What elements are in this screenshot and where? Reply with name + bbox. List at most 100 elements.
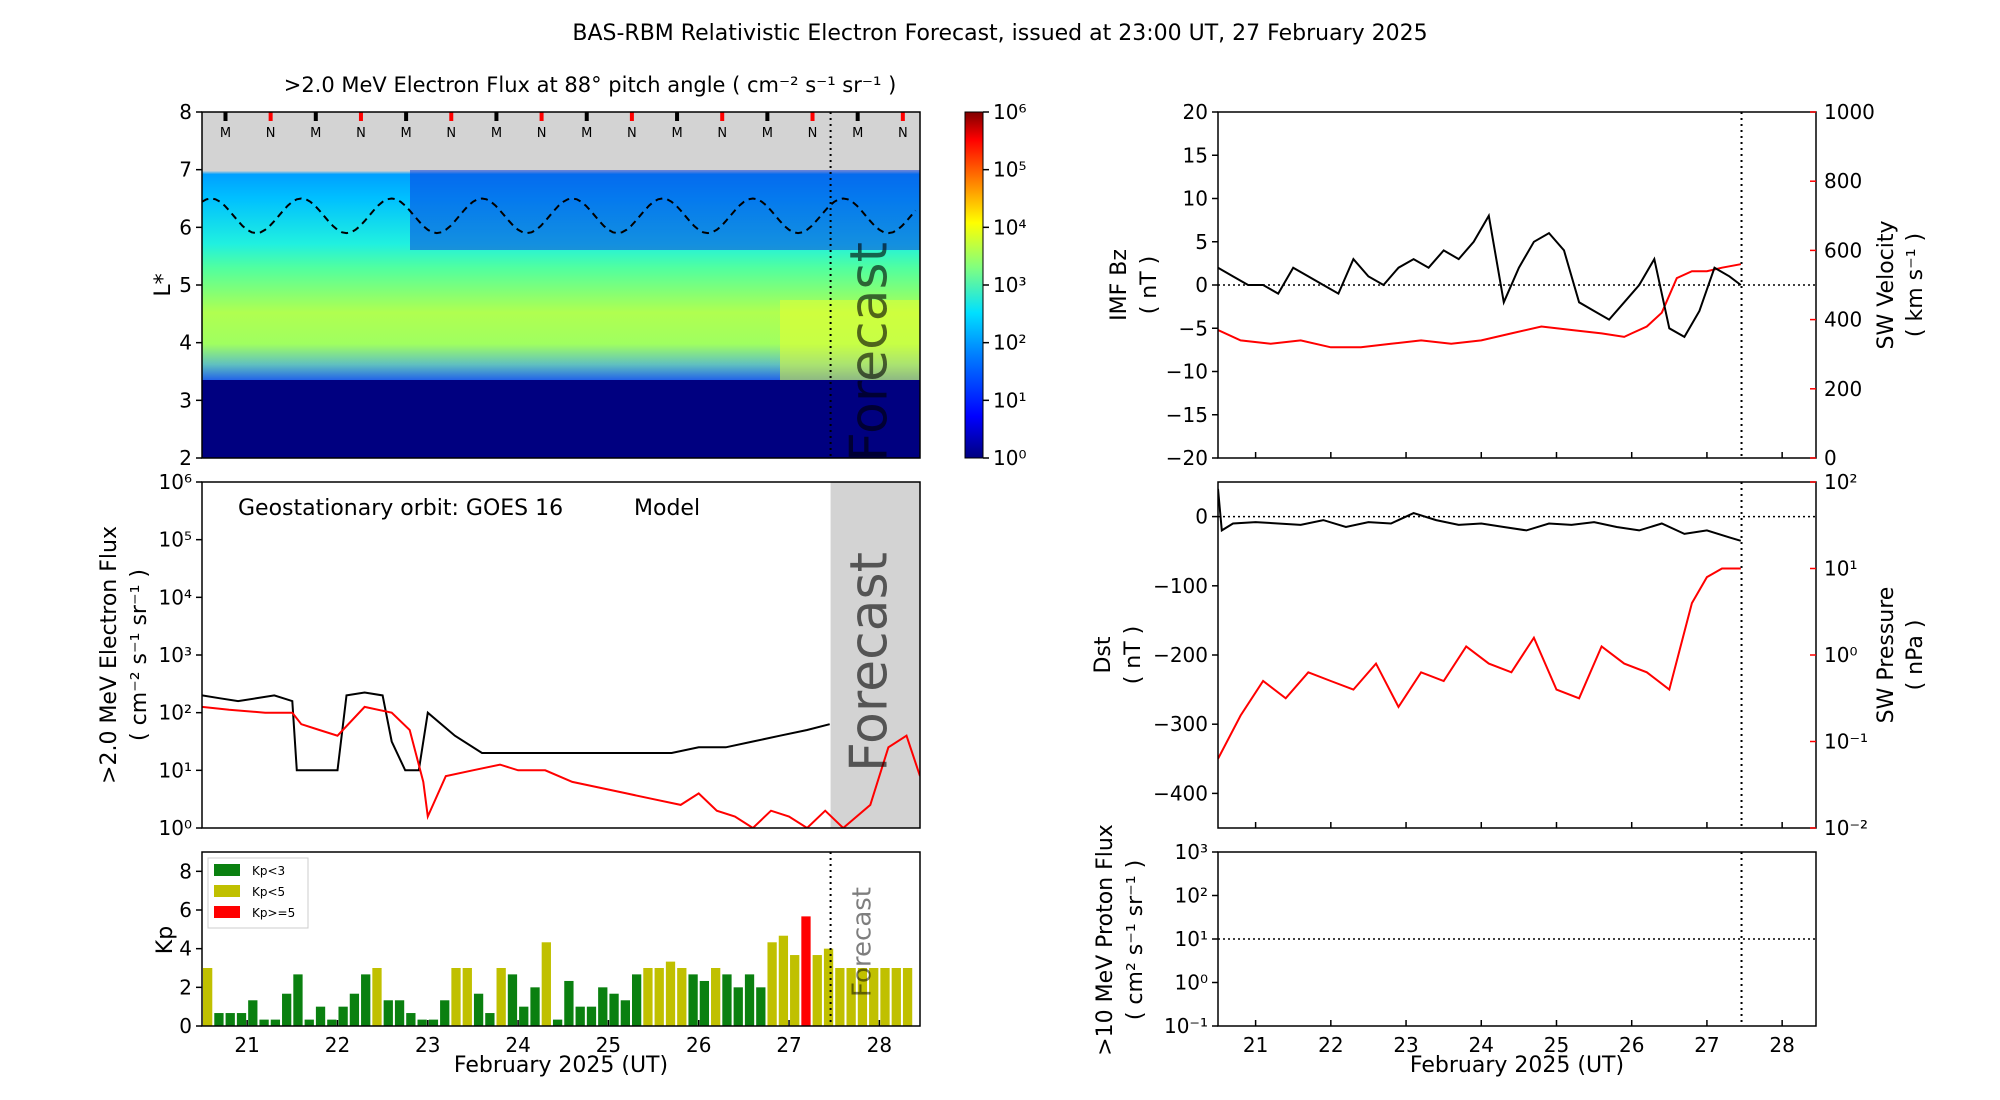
kp-bar	[293, 974, 303, 1026]
proton-y-tick-label: 10²	[1175, 884, 1208, 908]
imf-ylabel-1: IMF Bz	[1107, 249, 1132, 321]
kp-bar	[631, 974, 642, 1026]
proton-y-ticks: 10³ 10² 10¹ 10⁰ 10⁻¹	[1164, 840, 1218, 1038]
dst-y-tick-label: −100	[1153, 574, 1208, 598]
orbit-marker-tick	[675, 112, 680, 121]
imf-y-ticks-right: 1000 800 600 400 200 0	[1810, 100, 1875, 470]
kp-bar	[564, 980, 574, 1026]
x-tick-label: 25	[596, 1033, 621, 1057]
right-y-tick-label: 1000	[1824, 100, 1875, 124]
dst-x-ticks	[1254, 822, 1783, 828]
orbit-marker-tick	[900, 112, 905, 121]
orbit-marker-tick	[810, 112, 815, 121]
kp-bar	[361, 974, 371, 1026]
kp-bar	[428, 1019, 439, 1026]
kp-bar	[609, 993, 619, 1026]
x-tick-label: 23	[1393, 1033, 1418, 1057]
lstar-forecast-enhancement	[780, 300, 920, 380]
kp-bar	[225, 1013, 235, 1026]
kp-bar	[665, 961, 676, 1026]
proton-xlabel: February 2025 (UT)	[1410, 1053, 1624, 1078]
lstar-y-tick-label: 5	[179, 273, 192, 297]
orbit-marker-label: N	[266, 126, 276, 141]
x-tick-label: 22	[325, 1033, 350, 1057]
right-y-tick-label: 10¹	[1824, 557, 1857, 581]
kp-y-ticks: 0 2 4 6 8	[179, 859, 202, 1038]
lstar-y-tick-label: 8	[179, 100, 192, 124]
geo-y-tick-label: 10⁰	[159, 816, 192, 840]
kp-bar	[790, 955, 800, 1026]
x-tick-label: 24	[505, 1033, 530, 1057]
orbit-marker-tick	[855, 112, 860, 121]
right-y-tick-label: 400	[1824, 308, 1862, 332]
orbit-marker-label: M	[310, 126, 321, 141]
dst-y-tick-label: 0	[1195, 505, 1208, 529]
geo-y-tick-label: 10³	[159, 643, 192, 667]
kp-bar	[282, 993, 292, 1026]
kp-bar	[654, 968, 664, 1026]
kp-bar	[801, 916, 811, 1026]
geo-y-tick-label: 10¹	[159, 758, 192, 782]
kp-bar	[733, 987, 743, 1026]
imf-y-tick-label: 0	[1195, 273, 1208, 297]
kp-forecast-label: Forecast	[848, 887, 878, 997]
x-tick-label: 28	[867, 1033, 892, 1057]
kp-bar	[372, 968, 382, 1026]
orbit-marker-label: M	[581, 126, 592, 141]
sw-velocity-line	[1218, 263, 1741, 349]
kp-bar	[327, 1019, 337, 1026]
kp-bar	[677, 968, 687, 1026]
orbit-marker-label: M	[671, 126, 682, 141]
geo-y-tick-label: 10⁴	[159, 585, 192, 609]
kp-bar	[857, 968, 868, 1026]
imf-ylabel-right-2: ( km s⁻¹ )	[1903, 233, 1928, 337]
orbit-marker-label: N	[627, 126, 637, 141]
kp-bar	[383, 1000, 393, 1026]
kp-bar	[530, 987, 540, 1026]
kp-bar	[259, 1019, 269, 1026]
orbit-marker-tick	[313, 112, 318, 121]
orbit-marker-label: N	[537, 126, 547, 141]
right-y-tick-label: 0	[1824, 446, 1837, 470]
kp-bar	[485, 1013, 495, 1026]
x-tick-label: 25	[1544, 1033, 1569, 1057]
proton-ylabel-1: >10 MeV Proton Flux	[1093, 824, 1118, 1056]
imf-y-tick-label: 20	[1183, 100, 1208, 124]
orbit-marker-tick	[404, 112, 409, 121]
lstar-y-ticks: 2 3 4 5 6 7 8	[179, 100, 202, 470]
dst-y-tick-label: −300	[1153, 712, 1208, 736]
geo-y-tick-label: 10⁶	[159, 470, 192, 494]
dst-ylabel-1: Dst	[1091, 636, 1116, 673]
dst-y-ticks: 0 −100 −200 −300 −400	[1153, 505, 1218, 805]
kp-legend-swatch-mid	[214, 885, 240, 897]
imf-y-tick-label: −20	[1166, 446, 1208, 470]
right-y-tick-label: 800	[1824, 169, 1862, 193]
kp-bar	[462, 968, 472, 1026]
kp-bar	[417, 1019, 427, 1026]
geo-forecast-shade	[830, 482, 920, 828]
kp-bar	[767, 942, 777, 1026]
orbit-marker-tick	[449, 112, 454, 121]
kp-legend-swatch-high	[214, 906, 240, 918]
x-tick-label: 22	[1318, 1033, 1343, 1057]
lstar-y-tick-label: 3	[179, 388, 192, 412]
right-y-tick-label: 10⁻¹	[1824, 730, 1868, 754]
proton-panel: 10³ 10² 10¹ 10⁰ 10⁻¹ 21 22 23 24 25 26 27 28 >10 Me…	[1093, 824, 1817, 1078]
orbit-marker-label: M	[220, 126, 231, 141]
kp-bar	[236, 1013, 247, 1026]
kp-bar	[620, 1000, 630, 1026]
kp-legend: Kp<3 Kp<5 Kp>=5	[207, 857, 309, 929]
kp-bar	[406, 1013, 416, 1026]
right-y-tick-label: 200	[1824, 377, 1862, 401]
orbit-marker-tick	[494, 112, 499, 121]
kp-bar	[778, 935, 789, 1026]
right-y-tick-label: 10²	[1824, 470, 1857, 494]
orbit-marker-tick	[268, 112, 273, 121]
imf-y-tick-label: 5	[1195, 230, 1208, 254]
kp-legend-swatch-low	[214, 864, 240, 876]
imf-panel: 20 15 10 5 0 −5 −10 −15 −20 1000 800 600 400 200 0 IM…	[1107, 100, 1928, 470]
colorbar-gradient	[964, 111, 984, 459]
orbit-marker-label: N	[717, 126, 727, 141]
geo-y-tick-label: 10⁵	[159, 528, 192, 552]
kp-bar	[315, 1006, 326, 1026]
